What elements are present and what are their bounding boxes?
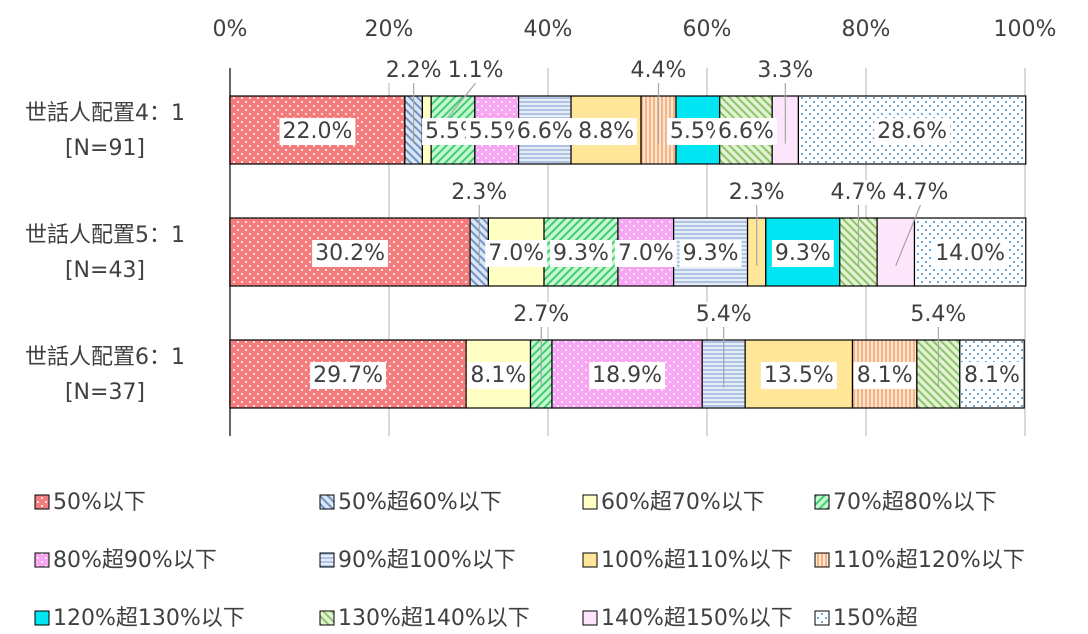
value-label-bg	[383, 58, 444, 83]
legend-label: 70%超80%以下	[833, 490, 997, 515]
legend-swatch	[582, 552, 598, 568]
legend-label: 60%超70%以下	[601, 490, 765, 515]
value-label: 8.1%	[857, 363, 913, 388]
x-tick-label: 100%	[994, 17, 1057, 42]
legend-swatch	[34, 610, 50, 626]
value-label: 4.7%	[892, 180, 948, 205]
value-label: 9.3%	[553, 241, 609, 266]
value-label: 9.3%	[775, 241, 831, 266]
legend-swatch	[319, 552, 335, 568]
legend-swatch	[814, 494, 830, 510]
legend-label: 90%超100%以下	[338, 548, 516, 573]
value-label: 7.0%	[488, 241, 544, 266]
x-tick-label: 40%	[524, 17, 573, 42]
category-label: 世話人配置6：1	[25, 345, 185, 370]
value-label: 8.1%	[964, 363, 1020, 388]
value-label-bg	[715, 118, 777, 145]
legend-label: 50%超60%以下	[338, 490, 502, 515]
value-label-bg	[511, 302, 572, 327]
legend-swatch	[582, 494, 598, 510]
value-label-bg	[575, 118, 637, 145]
legend-swatch	[319, 610, 335, 626]
leader-line	[895, 204, 922, 266]
value-label: 7.0%	[618, 241, 674, 266]
value-label: 18.9%	[592, 363, 662, 388]
value-label-bg	[310, 362, 387, 389]
category-label: [N=37]	[65, 380, 145, 405]
value-label-bg	[279, 118, 356, 145]
category-label: [N=43]	[65, 258, 145, 283]
legend-swatch	[34, 494, 50, 510]
value-label: 2.3%	[729, 180, 785, 205]
value-label-bg	[755, 58, 816, 83]
value-label-bg	[589, 362, 666, 389]
value-label: 2.3%	[451, 180, 507, 205]
value-label: 29.7%	[313, 363, 383, 388]
x-tick-label: 80%	[842, 17, 891, 42]
legend-label: 50%以下	[53, 490, 146, 515]
value-label: 3.3%	[757, 58, 813, 83]
legend-label: 150%超	[833, 606, 918, 631]
value-label-bg	[485, 240, 548, 267]
value-label: 4.7%	[830, 180, 886, 205]
value-label: 1.1%	[448, 58, 504, 83]
value-label-bg	[828, 180, 889, 205]
legend-label: 110%超120%以下	[833, 548, 1025, 573]
value-label-bg	[961, 362, 1023, 389]
value-label-bg	[874, 118, 951, 145]
value-label: 5.4%	[910, 302, 966, 327]
value-label-bg	[312, 240, 388, 267]
value-label: 8.1%	[470, 363, 526, 388]
legend-label: 130%超140%以下	[338, 606, 530, 631]
legend-swatch	[34, 552, 50, 568]
category-label: [N=91]	[65, 136, 145, 161]
value-label: 8.8%	[578, 119, 634, 144]
value-label: 4.4%	[631, 58, 687, 83]
legend-swatch	[319, 494, 335, 510]
value-label: 6.6%	[517, 119, 573, 144]
value-label-bg	[853, 362, 916, 389]
value-label: 30.2%	[315, 241, 385, 266]
legend-swatch	[814, 610, 830, 626]
value-label-bg	[679, 240, 742, 267]
bar-segment	[876, 217, 916, 287]
value-label-bg	[614, 240, 677, 267]
category-label: 世話人配置5：1	[25, 223, 185, 248]
value-label: 5.4%	[696, 302, 752, 327]
legend-label: 140%超150%以下	[601, 606, 793, 631]
value-label-bg	[890, 180, 951, 205]
legend-label: 100%超110%以下	[601, 548, 793, 573]
value-label-bg	[726, 180, 787, 205]
x-tick-label: 60%	[683, 17, 732, 42]
value-label: 13.5%	[764, 363, 834, 388]
value-label-bg	[449, 180, 510, 205]
legend-swatch	[582, 610, 598, 626]
legend-swatch	[814, 552, 830, 568]
value-label: 22.0%	[283, 119, 353, 144]
value-label-bg	[771, 240, 834, 267]
legend-label: 80%超90%以下	[53, 548, 217, 573]
value-label-bg	[932, 240, 1009, 267]
value-label: 2.2%	[386, 58, 442, 83]
x-tick-label: 20%	[365, 17, 414, 42]
value-label: 14.0%	[935, 241, 1005, 266]
value-label-bg	[550, 240, 612, 267]
value-label-bg	[693, 302, 754, 327]
value-label-bg	[908, 302, 969, 327]
value-label-bg	[760, 362, 837, 389]
value-label: 28.6%	[877, 119, 947, 144]
category-label: 世話人配置4：1	[25, 101, 185, 126]
value-label-bg	[628, 58, 689, 83]
x-tick-label: 0%	[213, 17, 248, 42]
value-label-bg	[445, 58, 506, 83]
value-label: 9.3%	[683, 241, 739, 266]
value-label: 6.6%	[718, 119, 774, 144]
value-label-bg	[467, 362, 530, 389]
legend-label: 120%超130%以下	[53, 606, 245, 631]
value-label-bg	[513, 118, 576, 145]
value-label: 2.7%	[513, 302, 569, 327]
